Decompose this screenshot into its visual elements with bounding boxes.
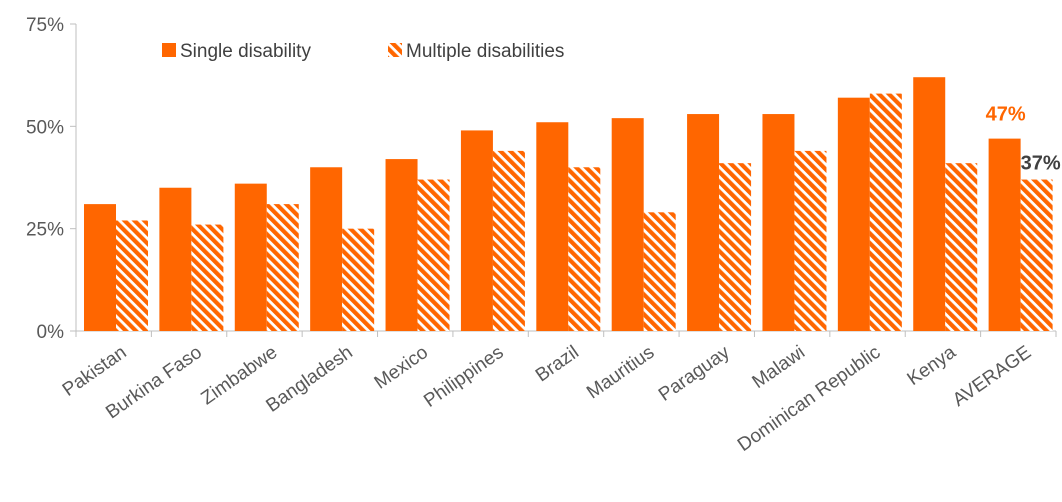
x-category-label: Mauritius <box>583 342 658 403</box>
bar-multiple-disabilities <box>492 150 525 331</box>
x-category-label: Philippines <box>420 342 507 412</box>
x-category-label: Mexico <box>371 342 432 394</box>
x-category-label: Paraguay <box>655 342 734 406</box>
x-category-label: Pakistan <box>59 342 131 401</box>
bar-single-disability <box>385 159 418 331</box>
bar-single-disability <box>310 167 343 331</box>
bar-multiple-disabilities <box>945 163 978 331</box>
x-category-label: AVERAGE <box>949 342 1035 411</box>
bar-single-disability <box>913 77 946 331</box>
legend-swatch-single <box>162 43 176 57</box>
y-tick-label: 75% <box>26 15 64 36</box>
bar-single-disability <box>762 114 795 331</box>
legend-label-multiple: Multiple disabilities <box>406 41 564 62</box>
bar-multiple-disabilities <box>266 204 299 331</box>
x-category-label: Brazil <box>532 342 583 386</box>
bar-single-disability <box>460 130 493 331</box>
annotation-average-single: 47% <box>986 104 1026 126</box>
legend-swatch-multiple <box>388 43 402 57</box>
bar-multiple-disabilities <box>1020 179 1053 331</box>
bar-single-disability <box>84 204 116 331</box>
bar-multiple-disabilities <box>116 220 148 331</box>
bar-single-disability <box>536 122 569 332</box>
x-category-label: Malawi <box>749 342 809 393</box>
annotations: 47% 37% <box>986 104 1061 175</box>
legend-label-single: Single disability <box>180 41 311 62</box>
bar-single-disability <box>837 97 870 332</box>
bar-multiple-disabilities <box>794 150 827 331</box>
bar-single-disability <box>687 114 720 331</box>
legend: Single disability Multiple disabilities <box>162 41 564 62</box>
bar-multiple-disabilities <box>643 212 676 331</box>
y-tick-label: 0% <box>37 322 65 343</box>
bar-multiple-disabilities <box>869 93 902 331</box>
bar-multiple-disabilities <box>417 179 450 331</box>
bar-multiple-disabilities <box>719 163 752 331</box>
y-tick-label: 25% <box>26 220 64 241</box>
x-category-label: Dominican Republic <box>734 342 884 456</box>
x-category-label: Kenya <box>904 342 961 390</box>
bar-single-disability <box>234 183 267 331</box>
y-tick-label: 50% <box>26 117 64 138</box>
bar-single-disability <box>611 118 644 331</box>
bar-multiple-disabilities <box>191 224 224 331</box>
bar-single-disability <box>988 138 1021 331</box>
bar-multiple-disabilities <box>568 167 601 331</box>
annotation-average-multiple: 37% <box>1021 153 1061 175</box>
bars <box>84 77 1053 332</box>
bar-multiple-disabilities <box>342 228 375 331</box>
bar-single-disability <box>159 187 192 331</box>
